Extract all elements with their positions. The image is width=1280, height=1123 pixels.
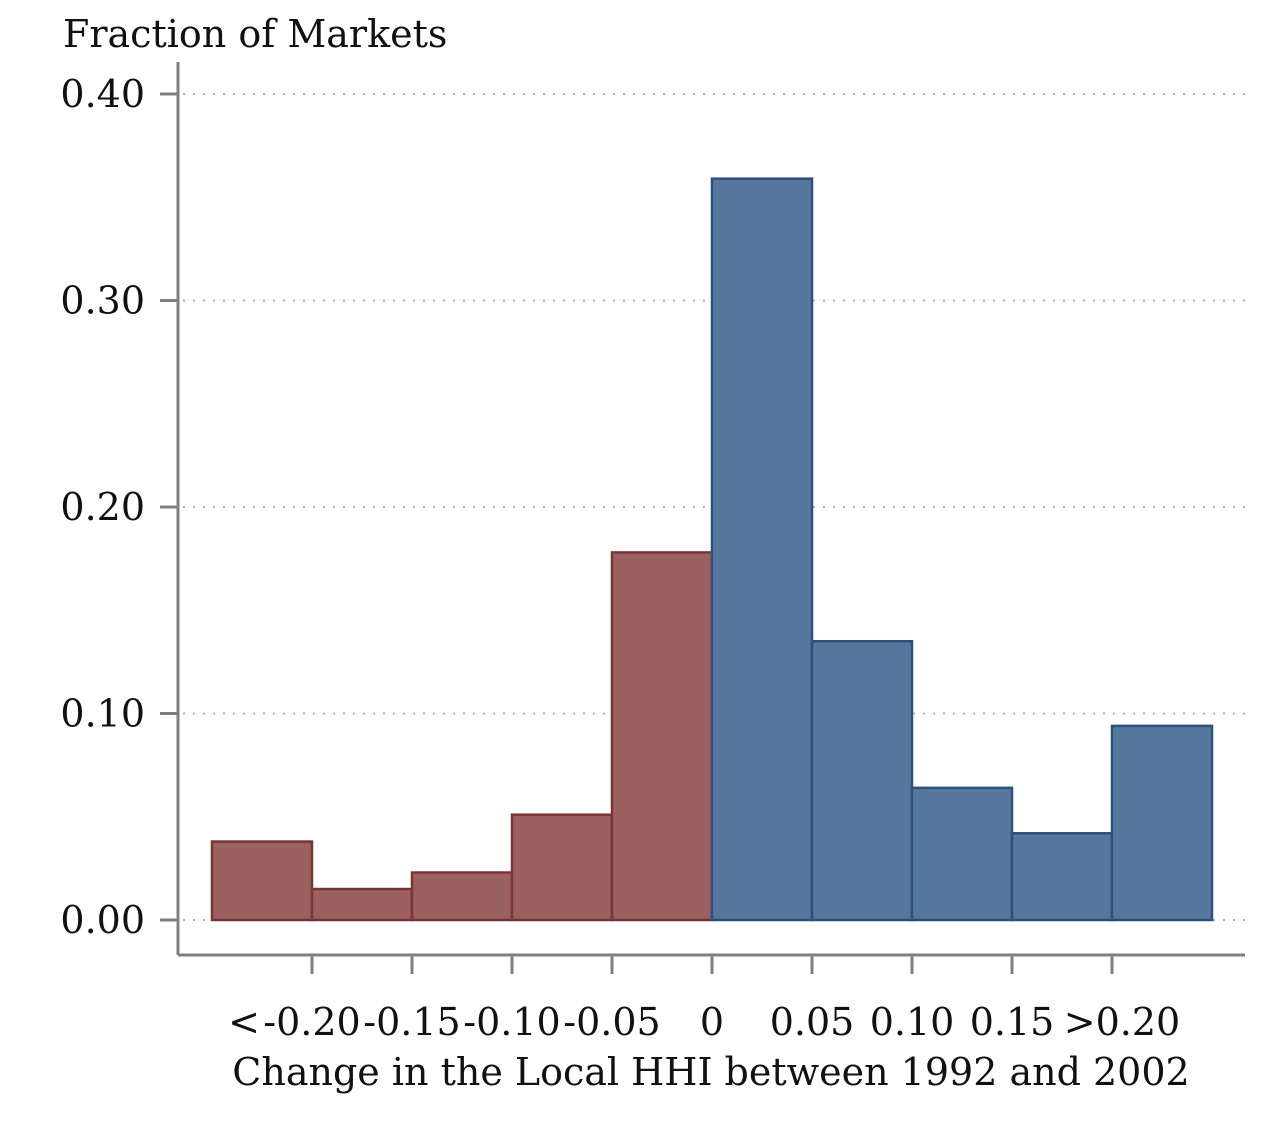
histogram-bar	[910, 786, 1014, 922]
histogram-bar	[1110, 724, 1214, 922]
x-tick-label: -0.05	[563, 1000, 660, 1044]
histogram-bar	[710, 177, 814, 922]
x-tick-label: <	[228, 1000, 260, 1044]
x-tick-label: 0.15	[970, 1000, 1055, 1044]
histogram-bar	[410, 871, 514, 922]
histogram-bar	[810, 639, 914, 922]
y-tick-label: 0.20	[60, 485, 145, 529]
x-tick-label: 0	[700, 1000, 724, 1044]
x-tick-label: -0.10	[463, 1000, 560, 1044]
x-ticks: -0.20 -0.15 -0.10 -0.05 0 0.05 0.10 0.15 < >0.20	[228, 955, 1180, 1044]
x-tick-label: -0.15	[363, 1000, 460, 1044]
histogram-bar	[1010, 832, 1114, 922]
histogram-bar	[210, 840, 314, 922]
y-tick-label: 0.00	[60, 898, 145, 942]
x-axis-title: Change in the Local HHI between 1992 and…	[232, 1050, 1189, 1094]
x-tick-label: 0.05	[770, 1000, 855, 1044]
bars-layer	[210, 177, 1214, 922]
histogram-bar	[510, 813, 614, 922]
histogram-bar	[310, 887, 414, 922]
y-ticks: 0.00 0.10 0.20 0.30 0.40	[60, 72, 178, 942]
x-tick-label: -0.20	[263, 1000, 360, 1044]
y-tick-label: 0.30	[60, 279, 145, 323]
x-tick-label: >0.20	[1064, 1000, 1180, 1044]
y-tick-label: 0.40	[60, 72, 145, 116]
histogram-bar	[610, 551, 714, 922]
x-tick-label: 0.10	[870, 1000, 955, 1044]
y-tick-label: 0.10	[60, 692, 145, 736]
y-axis-title: Fraction of Markets	[63, 12, 447, 56]
